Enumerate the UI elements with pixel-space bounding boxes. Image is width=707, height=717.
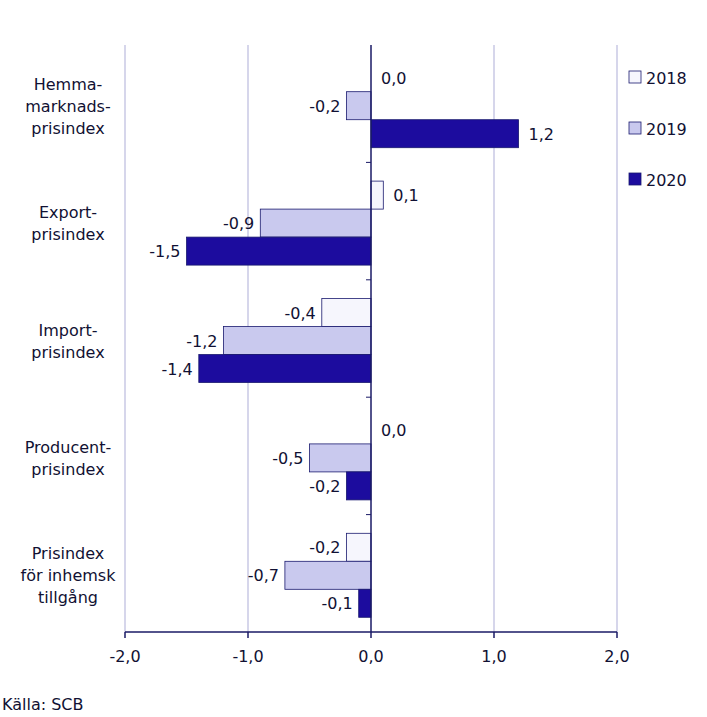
bar xyxy=(199,355,371,383)
legend-label: 2020 xyxy=(646,171,687,190)
tick xyxy=(370,632,372,638)
category-label-line: tillgång xyxy=(38,588,98,607)
bar xyxy=(285,561,371,589)
data-label: -0,2 xyxy=(309,538,340,557)
category-label-line: prisindex xyxy=(31,343,104,362)
data-label: 0,0 xyxy=(381,421,406,440)
data-label: -0,5 xyxy=(272,449,303,468)
category-tick xyxy=(366,397,371,398)
category-label-line: Hemma- xyxy=(34,75,103,94)
legend-swatch xyxy=(629,122,641,134)
tick xyxy=(124,632,126,638)
category-tick xyxy=(366,514,371,515)
source: Källa: SCB xyxy=(2,695,84,714)
bar xyxy=(223,327,371,355)
bar xyxy=(260,209,371,237)
category-label: Hemma-marknads-prisindex xyxy=(25,75,110,138)
legend-swatch xyxy=(629,71,641,83)
category-label-line: prisindex xyxy=(31,460,104,479)
data-label: -0,2 xyxy=(309,97,340,116)
tick-label: -2,0 xyxy=(109,647,140,666)
data-label: -1,4 xyxy=(162,360,193,379)
category-tick xyxy=(366,279,371,280)
data-label: 0,1 xyxy=(393,186,418,205)
bar xyxy=(371,120,519,148)
category-label: Prisindex för inhemsk tillgång xyxy=(21,544,117,607)
data-label: -0,2 xyxy=(309,477,340,496)
data-label: 1,2 xyxy=(529,125,554,144)
data-label: -0,9 xyxy=(223,214,254,233)
bar xyxy=(187,237,372,265)
bar xyxy=(346,92,371,120)
data-label: -1,5 xyxy=(149,242,180,261)
grid-line xyxy=(124,45,126,632)
tick xyxy=(247,632,249,638)
bar xyxy=(346,533,371,561)
category-label: Export-prisindex xyxy=(31,203,104,244)
tick-label: 1,0 xyxy=(481,647,506,666)
category-label-line: marknads- xyxy=(25,97,110,116)
bars xyxy=(187,92,519,618)
category-label-line: Prisindex xyxy=(32,544,105,563)
tick-label: -1,0 xyxy=(232,647,263,666)
data-label: 0,0 xyxy=(381,69,406,88)
data-labels: 0,0 0,1 -0,4 0,0 -0,2 -0,2 -0,9 -1,2 -0,5 -0,7 1,2… xyxy=(149,69,554,614)
bar xyxy=(359,589,371,617)
category-label: Producent-prisindex xyxy=(25,438,112,479)
legend-swatch xyxy=(629,173,641,185)
bar xyxy=(346,472,371,500)
category-label-line: Export- xyxy=(39,203,97,222)
chart: 0,0 0,1 -0,4 0,0 -0,2 -0,2 -0,9 -1,2 -0,5 -0,7 1,2… xyxy=(0,0,707,717)
legend-label: 2019 xyxy=(646,120,687,139)
legend-label: 2018 xyxy=(646,69,687,88)
bar xyxy=(322,299,371,327)
category-label: Import-prisindex xyxy=(31,321,104,362)
bar xyxy=(371,181,383,209)
zero-line xyxy=(370,45,372,632)
data-label: -1,2 xyxy=(186,332,217,351)
tick-label: 2,0 xyxy=(604,647,629,666)
category-label-line: Producent- xyxy=(25,438,112,457)
bar xyxy=(310,444,372,472)
grid-line xyxy=(616,45,618,632)
data-label: -0,4 xyxy=(285,304,316,323)
tick xyxy=(493,632,495,638)
category-label-line: prisindex xyxy=(31,225,104,244)
category-label-line: prisindex xyxy=(31,119,104,138)
category-label-line: för inhemsk xyxy=(21,566,117,585)
tick xyxy=(616,632,618,638)
data-label: -0,7 xyxy=(248,566,279,585)
category-tick xyxy=(366,162,371,163)
category-label-line: Import- xyxy=(39,321,98,340)
tick-label: 0,0 xyxy=(358,647,383,666)
data-label: -0,1 xyxy=(321,594,352,613)
